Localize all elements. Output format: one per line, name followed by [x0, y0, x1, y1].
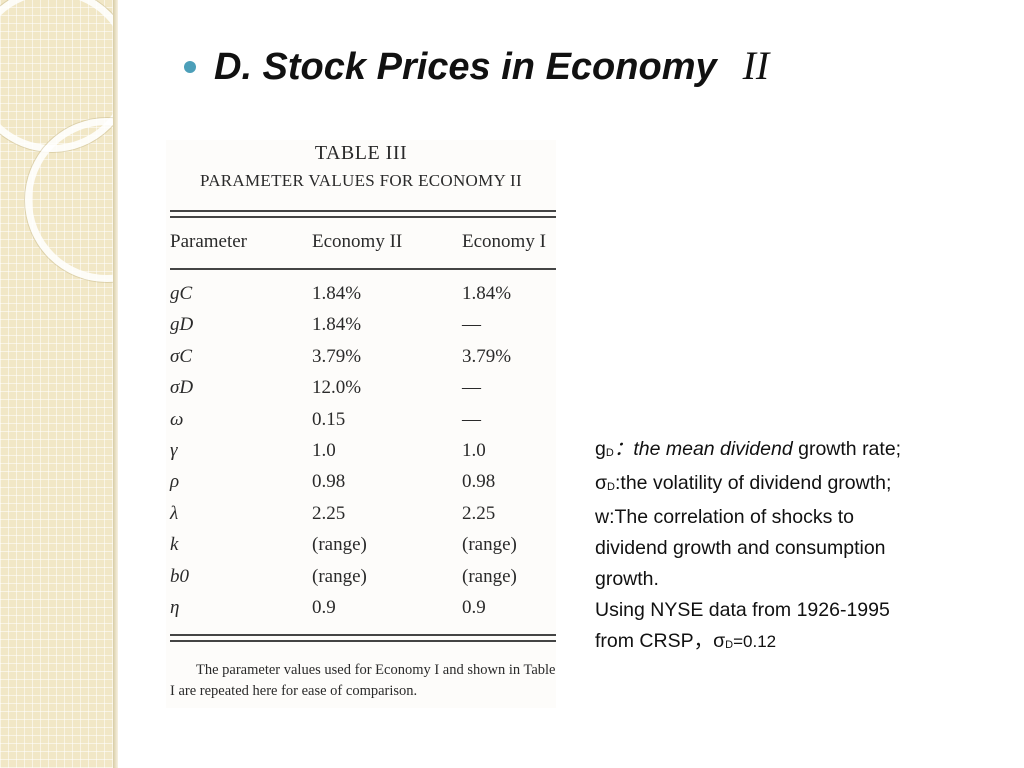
decorative-side-strip: [0, 0, 113, 768]
economy-i-cell: —: [462, 377, 481, 399]
param-cell: σD: [170, 377, 194, 399]
description-line-nyse: Using NYSE data from 1926-1995: [595, 599, 890, 621]
param-cell: k: [170, 534, 179, 556]
economy-i-cell: 1.84%: [462, 283, 512, 304]
description-line: dividend growth and consumption: [595, 537, 886, 559]
table-subcaption: PARAMETER VALUES FOR ECONOMY II: [200, 171, 522, 190]
economy-ii-cell: 12.0%: [312, 377, 362, 399]
economy-ii-cell: (range): [312, 534, 367, 556]
symbol-g: g: [595, 438, 606, 460]
economy-i-cell: 2.25: [462, 502, 496, 524]
table-row: λ 2.25 2.25: [166, 503, 556, 534]
economy-ii-cell: 0.15: [312, 408, 346, 430]
table-row: k (range) (range): [166, 534, 556, 565]
param-cell: λ: [170, 502, 179, 524]
economy-ii-cell: 3.79%: [312, 345, 362, 367]
symbol-sigma: σ: [595, 472, 608, 494]
table-row: ρ 0.98 0.98: [166, 471, 556, 502]
economy-i-cell: —: [462, 314, 481, 336]
table-row: gC 1.84% 1.84%: [166, 283, 556, 314]
economy-ii-cell: 2.25: [312, 502, 346, 524]
economy-ii-cell: 1.0: [312, 439, 336, 461]
table-caption: TABLE III: [314, 142, 408, 164]
sigma-value: =0.12: [733, 632, 777, 651]
bullet-icon: [184, 61, 196, 73]
economy-i-cell: (range): [462, 534, 517, 556]
economy-i-cell: 3.79%: [462, 345, 512, 367]
economy-i-cell: 0.9: [462, 596, 486, 618]
table-row: b0 (range) (range): [166, 566, 556, 597]
table-footnote: The parameter values used for Economy I …: [170, 662, 556, 699]
slide-title-roman-numeral: II: [742, 43, 770, 88]
economy-i-cell: —: [462, 408, 481, 430]
param-cell: ω: [170, 408, 184, 430]
column-header-parameter: Parameter: [170, 231, 248, 252]
param-cell: σC: [170, 345, 193, 367]
economy-ii-cell: (range): [312, 565, 367, 587]
param-cell: ρ: [170, 471, 180, 493]
economy-i-cell: 0.98: [462, 471, 496, 493]
table-bottom-rule: [170, 634, 556, 636]
line-text: :the volatility of dividend growth;: [615, 472, 892, 494]
italic-phrase: the mean dividend: [633, 438, 793, 460]
separator: ：: [613, 438, 634, 460]
table-row: σD 12.0% —: [166, 377, 556, 408]
description-line-gd: gD：the mean dividend growth rate;: [595, 434, 995, 468]
subscript-d: D: [607, 481, 615, 493]
table-row: η 0.9 0.9: [166, 597, 556, 628]
param-cell: η: [170, 596, 180, 618]
param-cell: b0: [170, 565, 189, 587]
slide-title-row: D. Stock Prices in Economy II: [184, 42, 769, 89]
parameter-table-image: TABLE III PARAMETER VALUES FOR ECONOMY I…: [166, 140, 556, 708]
line-text: growth rate;: [792, 438, 902, 460]
table-top-rule: [170, 216, 556, 218]
table-row: γ 1.0 1.0: [166, 440, 556, 471]
param-cell: gD: [170, 314, 194, 336]
side-strip-edge: [113, 0, 118, 768]
table-body: gC 1.84% 1.84% gD 1.84% — σC 3.79% 3.79% σD 12.…: [166, 283, 556, 628]
line-text: from CRSP，σ: [595, 630, 726, 652]
economy-i-cell: 1.0: [462, 439, 486, 461]
table-header-rule: [170, 268, 556, 270]
column-header-economy-i: Economy I: [462, 231, 546, 252]
column-header-economy-ii: Economy II: [312, 231, 403, 252]
economy-i-cell: (range): [462, 565, 517, 587]
param-cell: γ: [170, 439, 178, 461]
table-row: gD 1.84% —: [166, 314, 556, 345]
economy-ii-cell: 1.84%: [312, 283, 362, 304]
table-bottom-rule: [170, 640, 556, 642]
table-row: σC 3.79% 3.79%: [166, 346, 556, 377]
economy-ii-cell: 0.9: [312, 596, 336, 618]
table-top-rule: [170, 210, 556, 212]
param-cell: gC: [170, 283, 193, 304]
description-line-sigma-d: σD:the volatility of dividend growth;: [595, 468, 995, 502]
description-line: growth.: [595, 568, 659, 590]
description-line-crsp: from CRSP，σD=0.12: [595, 626, 995, 660]
economy-ii-cell: 0.98: [312, 471, 346, 493]
slide-title: D. Stock Prices in Economy: [214, 46, 717, 88]
description-line-w: w:The correlation of shocks to: [595, 506, 855, 528]
subscript-d: D: [725, 639, 734, 651]
subscript-d: D: [605, 447, 614, 459]
parameter-description: gD：the mean dividend growth rate; σD:the…: [595, 434, 995, 660]
table-row: ω 0.15 —: [166, 409, 556, 440]
economy-ii-cell: 1.84%: [312, 314, 362, 336]
